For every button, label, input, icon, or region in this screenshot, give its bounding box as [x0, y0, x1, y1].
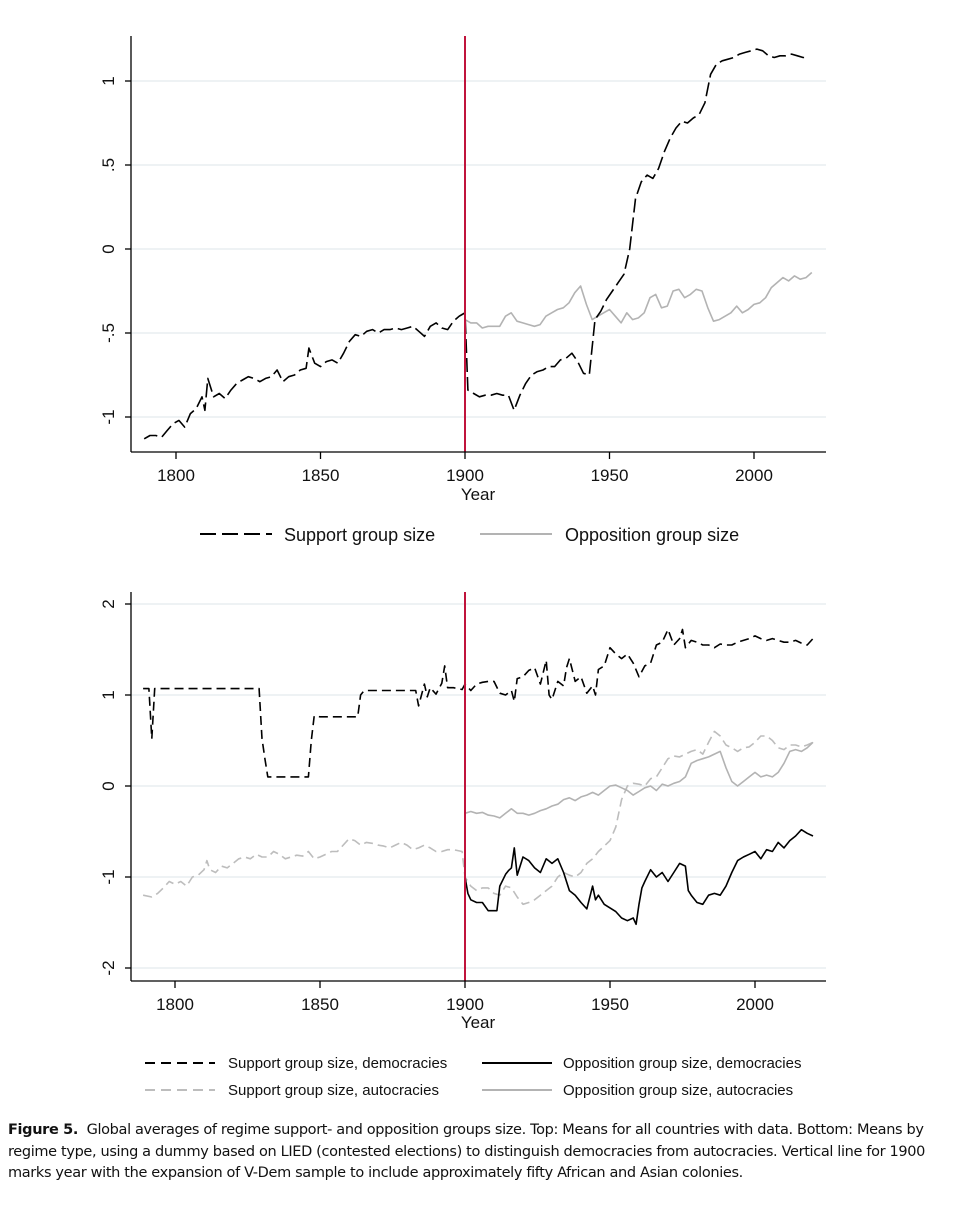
top-series-opposition-group-size	[464, 271, 813, 329]
top-legend-label-support: Support group size	[284, 525, 435, 545]
top-y-tick-label: .5	[99, 158, 118, 172]
bot-series-opposition-group-size-autocracies	[464, 741, 814, 819]
top-y-tick-label: 1	[99, 76, 118, 85]
figure-caption: Figure 5. Global averages of regime supp…	[8, 1120, 928, 1185]
top-series-support-group-size	[143, 48, 809, 440]
bottom-x-axis-title: Year	[461, 1013, 496, 1032]
top-y-tick-label: 0	[99, 244, 118, 253]
bottom-chart: -2 -1 0 1 2 1800 1850 1900 1950 2000 Year Support…	[99, 592, 826, 1099]
top-legend: Support group size Opposition group size	[200, 525, 739, 545]
top-axes: -1 -.5 0 .5 1 1800 1850 1900 1950 2000	[99, 36, 826, 485]
top-x-axis-title: Year	[461, 485, 496, 504]
top-y-tick-label: -1	[99, 409, 118, 424]
bot-series-support-group-size-autocracies	[142, 730, 814, 906]
top-gridlines	[131, 80, 826, 418]
bottom-legend-label-opposition-aut: Opposition group size, autocracies	[563, 1082, 793, 1099]
top-x-tick-label: 1950	[591, 466, 629, 485]
bot-series-opposition-group-size-democracies	[464, 828, 814, 926]
top-x-tick-label: 1900	[446, 466, 484, 485]
bottom-axes: -2 -1 0 1 2 1800 1850 1900 1950 2000	[99, 592, 826, 1014]
bot-y-tick-label: 1	[99, 690, 118, 699]
top-x-tick-label: 2000	[735, 466, 773, 485]
bot-x-tick-label: 1850	[301, 995, 339, 1014]
bot-y-tick-label: -1	[99, 869, 118, 884]
top-x-tick-label: 1800	[157, 466, 195, 485]
bottom-legend-label-support-aut: Support group size, autocracies	[228, 1082, 439, 1099]
bot-y-tick-label: 0	[99, 781, 118, 790]
top-x-tick-label: 1850	[302, 466, 340, 485]
bottom-legend-label-support-dem: Support group size, democracies	[228, 1055, 447, 1072]
bot-y-tick-label: 2	[99, 599, 118, 608]
top-series-group	[143, 48, 813, 440]
bottom-legend: Support group size, democracies Oppositi…	[145, 1055, 801, 1099]
bot-series-support-group-size-democracies	[143, 628, 814, 778]
bot-y-tick-label: -2	[99, 960, 118, 975]
top-y-tick-label: -.5	[99, 323, 118, 343]
bottom-gridlines	[131, 603, 826, 969]
bot-x-tick-label: 1950	[591, 995, 629, 1014]
bottom-legend-label-opposition-dem: Opposition group size, democracies	[563, 1055, 801, 1072]
bottom-series-group	[142, 628, 814, 926]
bot-x-tick-label: 2000	[736, 995, 774, 1014]
figure-canvas: -1 -.5 0 .5 1 1800 1850 1900 1950 2000 Year Suppo…	[99, 36, 826, 1099]
caption-text: Global averages of regime support- and o…	[8, 1122, 925, 1181]
bot-x-tick-label: 1900	[446, 995, 484, 1014]
top-chart: -1 -.5 0 .5 1 1800 1850 1900 1950 2000 Year Suppo…	[99, 36, 826, 545]
figure-label: Figure 5.	[8, 1122, 79, 1138]
bot-x-tick-label: 1800	[156, 995, 194, 1014]
top-legend-label-opposition: Opposition group size	[565, 525, 739, 545]
